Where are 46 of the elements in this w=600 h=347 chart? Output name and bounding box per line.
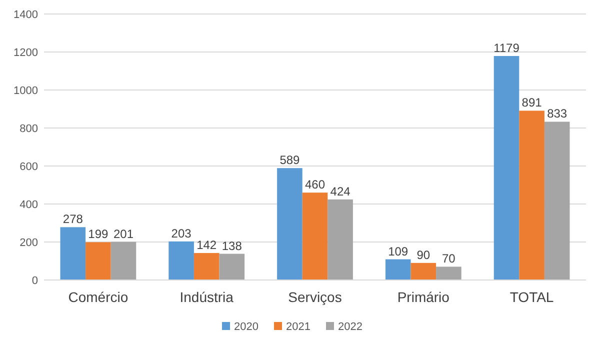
data-label: 201 — [113, 226, 134, 241]
legend-label: 2020 — [234, 320, 258, 333]
y-tick-label: 200 — [20, 236, 38, 249]
data-label: 70 — [442, 252, 456, 266]
data-label: 138 — [222, 238, 242, 253]
data-label: 203 — [171, 226, 192, 240]
data-label: 460 — [304, 178, 326, 192]
bar — [385, 259, 411, 280]
x-tick-label: TOTAL — [510, 289, 554, 305]
legend-label: 2021 — [286, 320, 310, 333]
data-label: 424 — [330, 184, 351, 198]
data-label: 90 — [416, 248, 430, 262]
bar — [436, 266, 462, 280]
bar — [302, 192, 328, 280]
bar — [277, 168, 302, 280]
bar — [60, 227, 86, 280]
legend-label: 2022 — [338, 320, 362, 333]
y-tick-label: 600 — [20, 160, 38, 173]
y-tick-label: 400 — [20, 198, 38, 211]
y-tick-label: 1000 — [14, 84, 38, 97]
x-tick-label: Comércio — [68, 289, 128, 305]
y-tick-label: 800 — [20, 122, 38, 135]
bar — [494, 56, 520, 280]
bar — [219, 254, 245, 280]
data-label: 199 — [88, 227, 109, 242]
data-label: 891 — [522, 96, 542, 110]
bar — [110, 242, 136, 280]
y-tick-label: 1200 — [14, 46, 38, 59]
bar — [86, 242, 111, 280]
x-tick-label: Serviços — [288, 289, 342, 305]
y-tick-label: 1400 — [14, 8, 38, 21]
data-label: 1179 — [494, 40, 520, 55]
bar — [519, 110, 544, 280]
bar — [328, 199, 353, 280]
bar — [410, 262, 436, 280]
y-tick-label: 0 — [32, 274, 38, 287]
bar — [168, 241, 194, 280]
data-label: 109 — [388, 244, 408, 258]
data-label: 278 — [62, 212, 84, 226]
data-label: 589 — [280, 153, 300, 168]
data-label: 833 — [547, 106, 568, 121]
bar — [544, 122, 570, 280]
x-tick-label: Primário — [397, 289, 450, 305]
x-tick-label: Indústria — [180, 289, 234, 305]
data-label: 142 — [196, 238, 217, 252]
bar — [194, 253, 220, 280]
